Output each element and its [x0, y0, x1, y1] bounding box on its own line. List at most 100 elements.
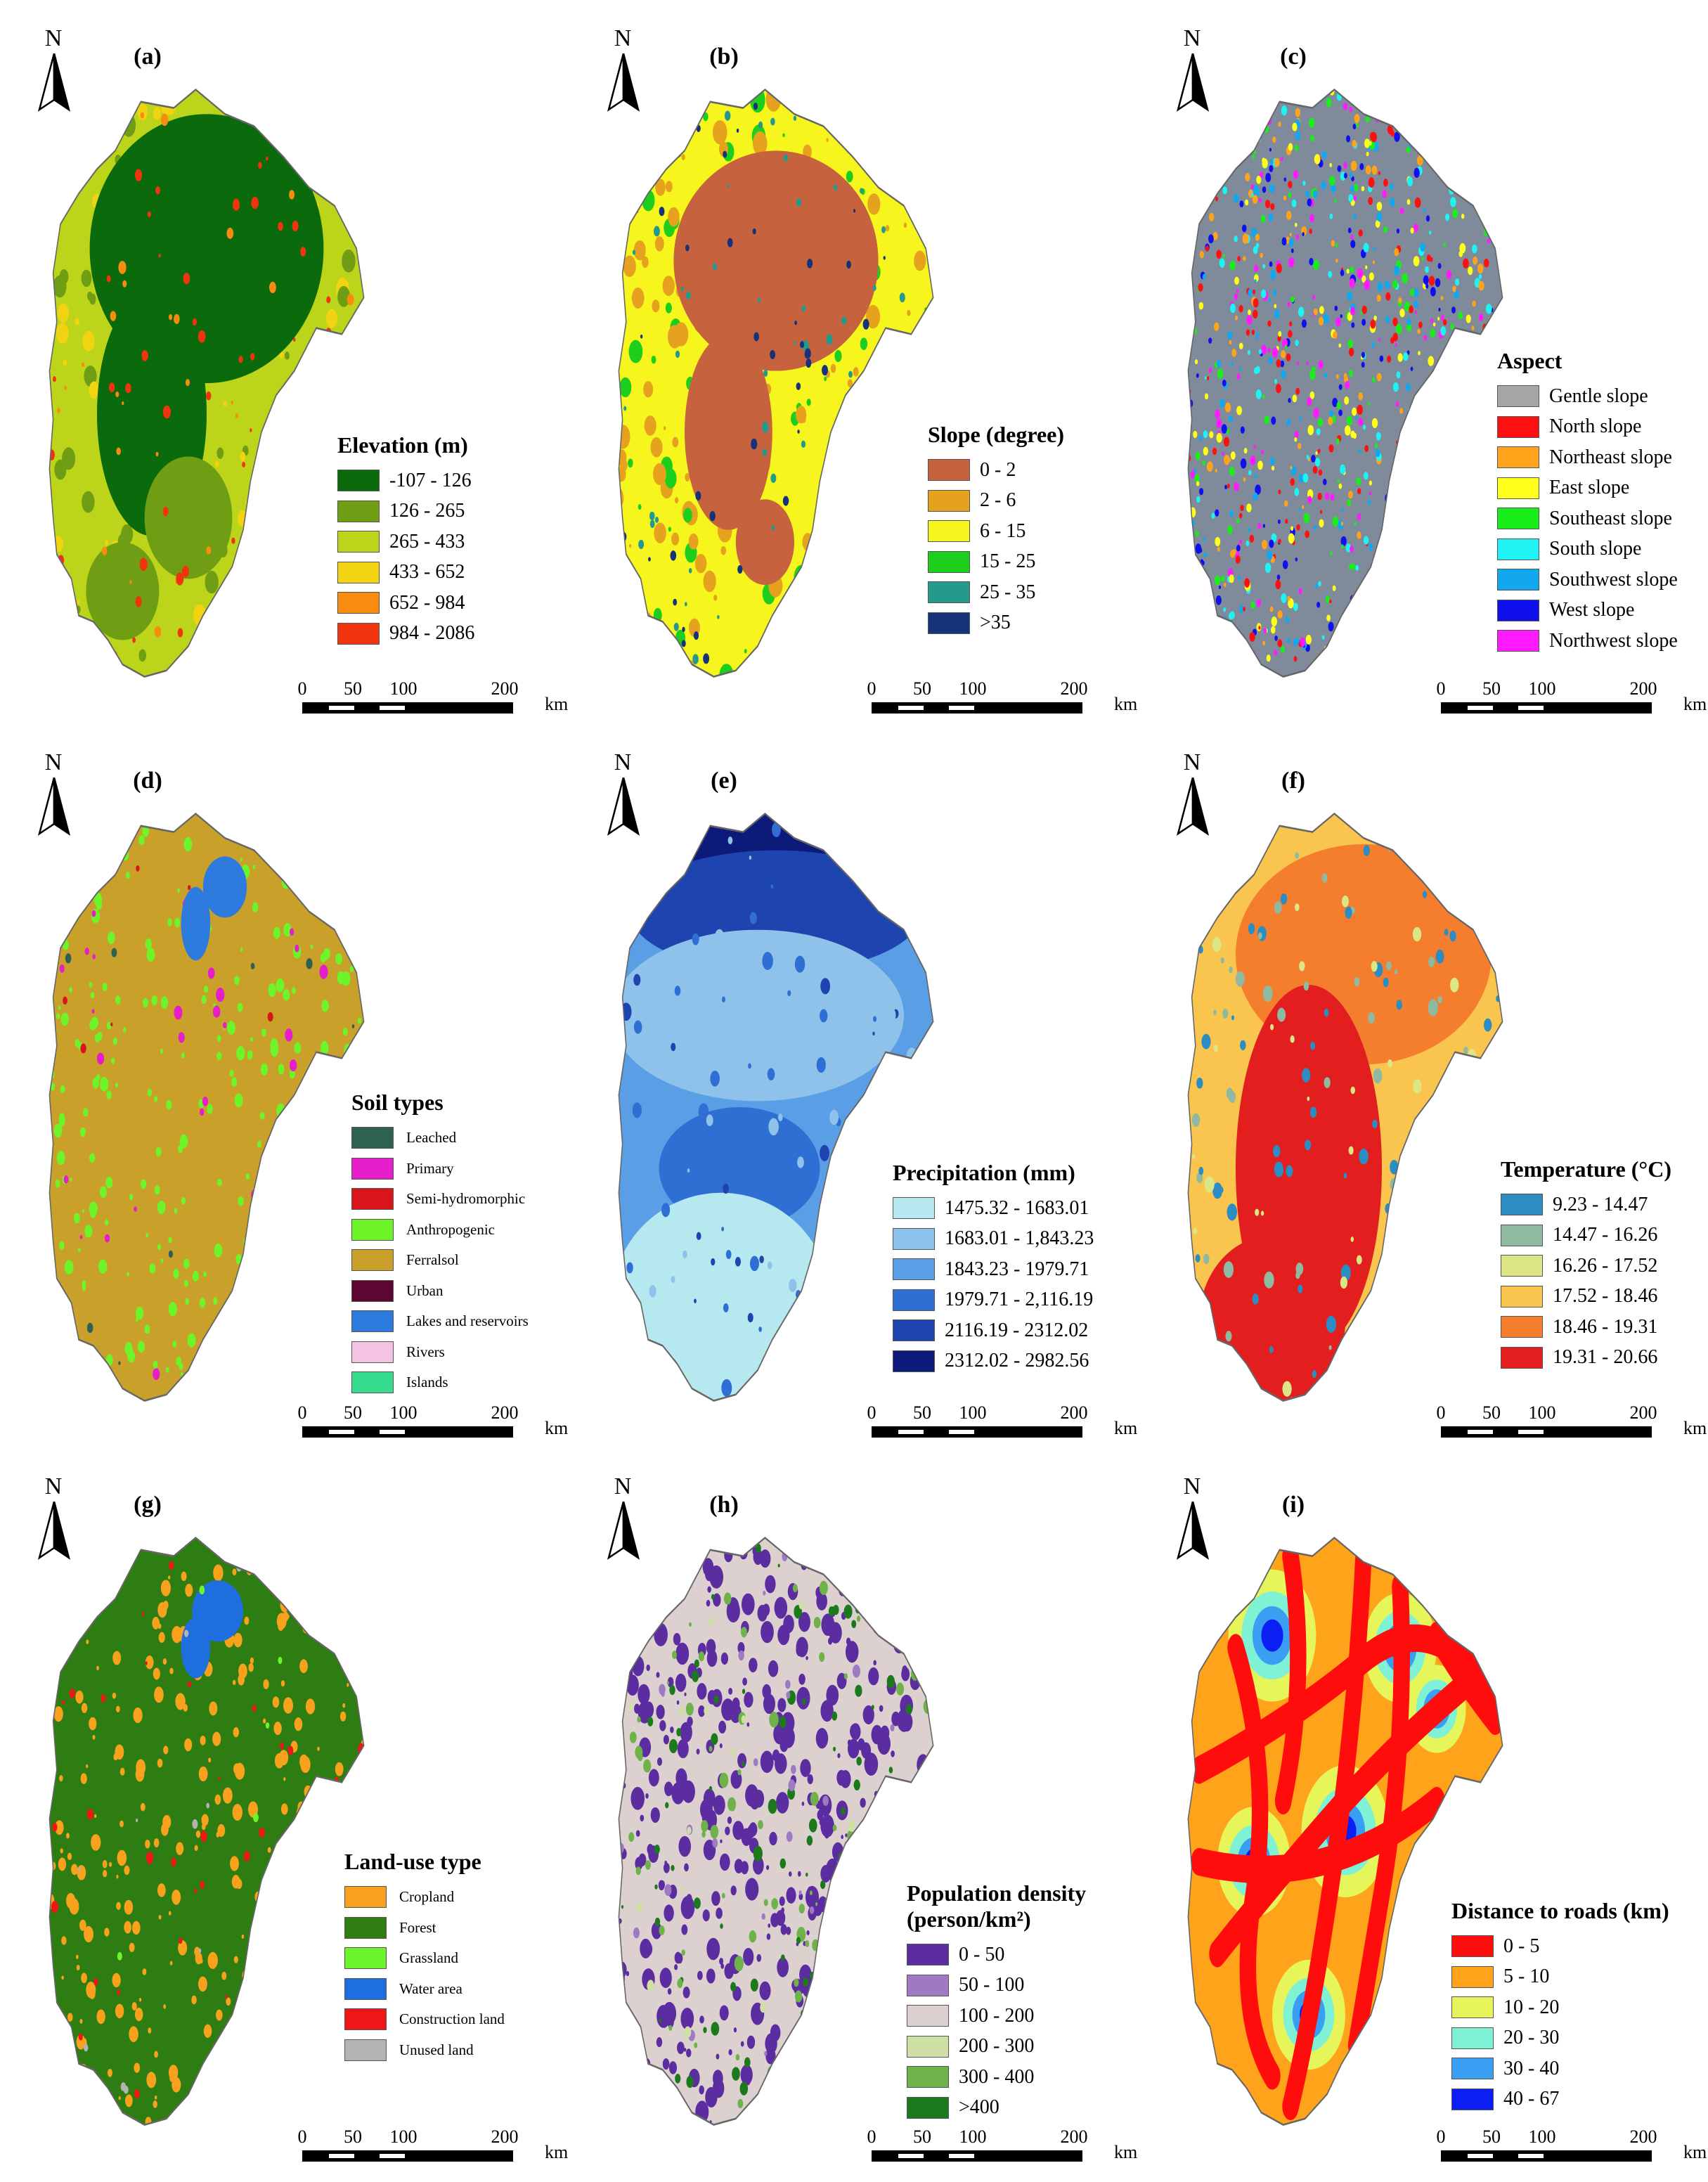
legend-item: Lakes and reservoirs — [351, 1306, 529, 1337]
highdensity-patch — [711, 2022, 720, 2036]
temp-patch — [1461, 1178, 1466, 1187]
aspect-cell — [1425, 621, 1429, 626]
aspect-cell — [1403, 614, 1409, 624]
aspect-cell — [1290, 465, 1293, 470]
lowdensity-patch — [667, 1988, 672, 1995]
temp-patch — [1371, 961, 1378, 972]
slope-patch — [633, 240, 646, 261]
highdensity-patch — [713, 1696, 719, 1704]
cropland-patch — [343, 1530, 347, 1537]
lowdensity-patch — [786, 1887, 796, 1904]
anthropogenic-soil — [315, 1261, 321, 1270]
terrain-patch — [371, 384, 381, 401]
terrain-patch — [256, 609, 267, 628]
highdensity-patch — [735, 2053, 740, 2061]
aspect-cell — [1449, 409, 1452, 414]
slope-patch — [848, 541, 857, 555]
highdensity-patch — [813, 1617, 821, 1629]
lowdensity-patch — [841, 2113, 849, 2125]
density-patch — [924, 1615, 931, 1628]
highdensity-patch — [694, 1659, 699, 1668]
cropland-patch — [185, 1584, 193, 1597]
watershed-boundary — [1187, 1536, 1503, 2126]
aspect-cell — [1351, 652, 1356, 660]
terrain-patch — [319, 401, 329, 417]
cropland-patch — [278, 1620, 284, 1631]
aspect-cell — [1355, 564, 1359, 571]
aspect-cell — [1282, 560, 1288, 569]
aspect-cell — [1501, 325, 1503, 335]
aspect-cell — [1395, 595, 1398, 602]
steep-patch — [692, 654, 699, 664]
anthropogenic-soil — [69, 986, 73, 993]
aspect-cell — [1375, 219, 1380, 228]
aspect-cell — [1288, 330, 1293, 338]
cropland-patch — [71, 1864, 78, 1876]
aspect-cell — [1430, 318, 1434, 324]
aspect-cell — [1203, 537, 1205, 542]
anthropogenic-soil — [83, 1108, 89, 1117]
cropland-patch — [63, 1623, 71, 1636]
aspect-cell — [1321, 91, 1324, 96]
aspect-cell — [1321, 635, 1325, 640]
terrain-patch — [280, 469, 290, 484]
aspect-cell — [1390, 616, 1395, 623]
cropland-patch — [276, 1935, 280, 1942]
density-patch — [687, 1826, 692, 1835]
anthropogenic-soil — [228, 1300, 233, 1307]
steep-patch — [619, 249, 621, 259]
cropland-patch — [400, 1629, 405, 1636]
highdensity-patch — [737, 2098, 744, 2109]
cropland-patch — [266, 1898, 271, 1906]
lowdensity-patch — [860, 1797, 866, 1808]
anthropogenic-soil — [387, 957, 394, 968]
landuse-patch — [84, 2044, 89, 2052]
precip-patch — [866, 1335, 869, 1339]
highdensity-patch — [689, 1562, 696, 1573]
aspect-cell — [1532, 171, 1536, 179]
aspect-cell — [1350, 240, 1356, 248]
highdensity-patch — [671, 1864, 675, 1871]
aspect-cell — [1422, 615, 1429, 626]
aspect-cell — [1492, 136, 1496, 143]
legend-label: 2312.02 - 2982.56 — [945, 1350, 1089, 1372]
highdensity-patch — [801, 1698, 806, 1705]
slope-patch — [612, 196, 617, 214]
aspect-cell — [1503, 174, 1506, 180]
scale-tick-label: 50 — [1482, 678, 1501, 699]
scale-segment — [898, 706, 924, 710]
anthropogenic-soil — [181, 1052, 185, 1059]
precip-patch — [974, 833, 977, 839]
precip-patch — [614, 1406, 618, 1413]
aspect-cell — [1332, 516, 1339, 527]
terrain-patch — [284, 626, 298, 649]
lowdensity-patch — [962, 1619, 967, 1627]
temp-patch — [1213, 1044, 1218, 1052]
slope-patch — [683, 508, 692, 523]
temp-patch — [1461, 1377, 1470, 1393]
primary-soil — [249, 1298, 255, 1309]
scale-bar-graphic — [872, 2150, 1082, 2162]
cropland-patch — [233, 1727, 240, 1738]
aspect-cell — [1459, 243, 1466, 254]
cropland-patch — [273, 2113, 278, 2122]
landuse-patch — [77, 1867, 81, 1872]
lowdensity-patch — [865, 1854, 879, 1876]
slope-patch — [822, 89, 838, 93]
soil-patch — [188, 884, 191, 891]
primary-soil — [174, 1005, 183, 1020]
aspect-cell — [1247, 349, 1251, 356]
lowdensity-patch — [754, 2117, 766, 2125]
anthropogenic-soil — [331, 846, 338, 858]
slope-patch — [824, 376, 827, 382]
aspect-cell — [1395, 342, 1397, 347]
aspect-cell — [1437, 263, 1442, 269]
aspect-cell — [1188, 671, 1193, 677]
aspect-cell — [1229, 141, 1236, 151]
lowdensity-patch — [638, 1684, 650, 1705]
aspect-cell — [1216, 418, 1222, 428]
slope-patch — [782, 133, 785, 138]
highdensity-patch — [723, 1592, 732, 1605]
lowdensity-patch — [847, 1739, 852, 1746]
temp-patch — [1373, 1068, 1383, 1084]
